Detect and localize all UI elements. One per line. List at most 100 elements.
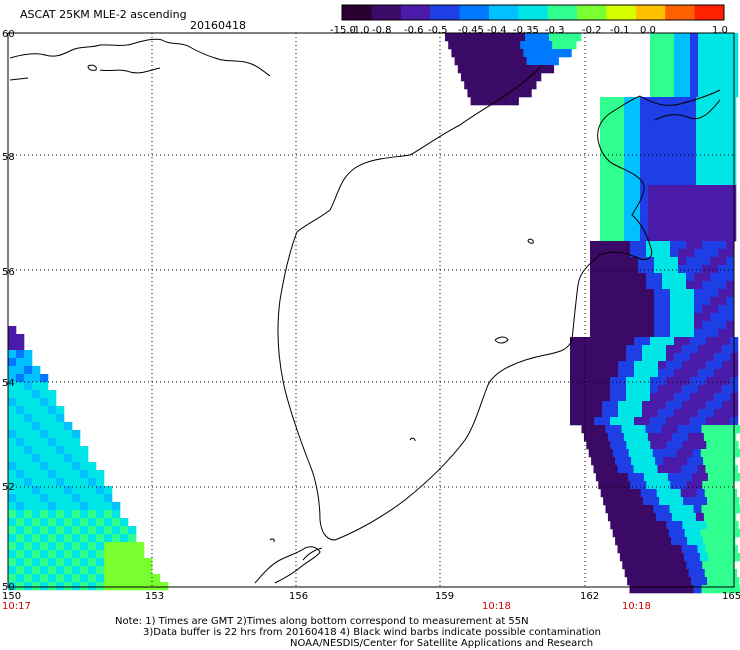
swath-pixel (698, 521, 707, 530)
swath-pixel (664, 201, 673, 210)
swath-pixel (718, 241, 727, 250)
swath-pixel (654, 297, 663, 306)
swath-pixel (628, 449, 637, 458)
swath-pixel (614, 281, 623, 290)
swath-pixel (688, 177, 697, 186)
swath-pixel (670, 481, 679, 490)
swath-pixel (683, 577, 692, 586)
swath-pixel (670, 273, 679, 282)
swath-pixel (16, 430, 25, 439)
swath-pixel (710, 265, 719, 274)
swath-pixel (616, 201, 625, 210)
swath-pixel (104, 534, 113, 543)
swath-pixel (646, 321, 655, 330)
swath-pixel (725, 505, 734, 514)
swath-pixel (606, 321, 615, 330)
swath-pixel (646, 281, 655, 290)
swath-pixel (686, 265, 695, 274)
swath-pixel (56, 478, 65, 487)
swath-pixel (570, 409, 579, 418)
swath-pixel (728, 105, 737, 114)
swath-pixel (507, 89, 516, 98)
swath-pixel (64, 446, 73, 455)
swath-pixel (686, 289, 695, 298)
swath-pixel (478, 97, 487, 106)
swath-pixel (650, 65, 659, 74)
swath-pixel (550, 57, 559, 66)
swath-pixel (689, 545, 698, 554)
swath-pixel (682, 81, 691, 90)
swath-pixel (614, 257, 623, 266)
swath-pixel (606, 297, 615, 306)
swath-pixel (56, 462, 65, 471)
swath-pixel (642, 369, 651, 378)
swath-pixel (96, 494, 105, 503)
swath-pixel (718, 329, 727, 338)
swath-pixel (686, 273, 695, 282)
swath-pixel (656, 217, 665, 226)
swath-pixel (722, 33, 731, 42)
swath-pixel (696, 225, 705, 234)
swath-pixel (112, 542, 121, 551)
swath-pixel (680, 121, 689, 130)
swath-pixel (646, 481, 655, 490)
swath-pixel (687, 537, 696, 546)
swath-pixel (602, 393, 611, 402)
swath-pixel (618, 393, 627, 402)
swath-pixel (670, 249, 679, 258)
swath-pixel (680, 185, 689, 194)
swath-pixel (690, 409, 699, 418)
time-label-1: 10:17 (2, 601, 31, 612)
swath-pixel (686, 321, 695, 330)
swath-pixel (728, 169, 737, 178)
swath-pixel (680, 193, 689, 202)
swath-pixel (665, 465, 674, 474)
swath-pixel (702, 265, 711, 274)
swath-pixel (641, 465, 650, 474)
swath-pixel (635, 577, 644, 586)
swath-pixel (40, 454, 49, 463)
swath-pixel (698, 345, 707, 354)
swath-pixel (713, 545, 722, 554)
swath-pixel (600, 209, 609, 218)
swath-pixel (578, 409, 587, 418)
swath-pixel (694, 281, 703, 290)
swath-pixel (714, 49, 723, 58)
swath-pixel (704, 153, 713, 162)
swath-pixel (104, 574, 113, 583)
swath-pixel (716, 449, 725, 458)
swath-pixel (616, 153, 625, 162)
swath-pixel (56, 422, 65, 431)
swath-pixel (680, 217, 689, 226)
swath-pixel (24, 502, 33, 511)
swath-pixel (16, 382, 25, 391)
swath-pixel (496, 81, 505, 90)
swath-pixel (723, 497, 732, 506)
swath-pixel (680, 113, 689, 122)
swath-pixel (623, 513, 633, 522)
swath-pixel (679, 433, 689, 442)
swath-pixel (722, 401, 731, 410)
swath-pixel (679, 537, 688, 546)
colorbar-tick-label: 0.0 (640, 25, 656, 36)
swath-pixel (616, 113, 625, 122)
swath-pixel (590, 329, 599, 338)
swath-pixel (622, 265, 631, 274)
swath-pixel (684, 529, 693, 538)
swath-pixel (666, 385, 675, 394)
swath-pixel (690, 73, 699, 82)
swath-pixel (698, 73, 707, 82)
swath-pixel (48, 398, 57, 407)
swath-pixel (599, 457, 608, 466)
swath-pixel (628, 529, 637, 538)
swath-pixel (687, 457, 696, 466)
swath-pixel (706, 441, 715, 450)
swath-pixel (608, 145, 617, 154)
swath-pixel (104, 518, 113, 527)
swath-pixel (616, 145, 625, 154)
swath-pixel (698, 361, 707, 370)
swath-pixel (674, 521, 683, 530)
swath-pixel (622, 249, 631, 258)
map-title: ASCAT 25KM MLE-2 ascending (20, 8, 187, 21)
swath-pixel (613, 425, 622, 434)
